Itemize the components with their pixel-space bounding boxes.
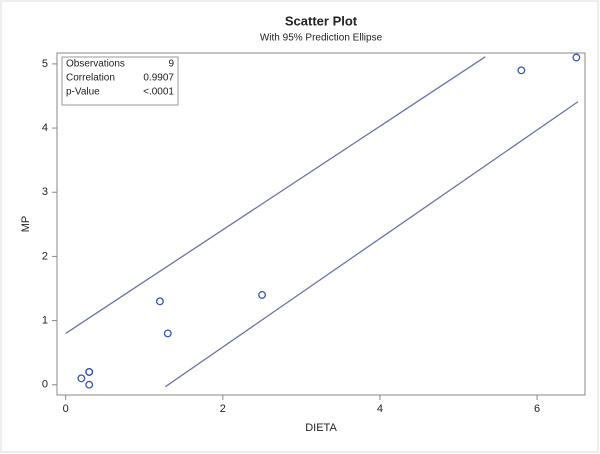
point (517, 66, 526, 75)
point (572, 53, 581, 62)
x-tick-label: 6 (534, 403, 540, 415)
stat-label: p-Value (66, 87, 100, 98)
point (85, 367, 94, 376)
prediction-ellipse (165, 101, 579, 388)
stats-box (61, 56, 179, 106)
prediction-ellipse (65, 56, 486, 334)
point (258, 290, 267, 299)
y-tick-label: 3 (42, 186, 48, 198)
point (85, 380, 94, 389)
stat-label: Correlation (66, 73, 115, 84)
point (163, 329, 172, 338)
stat-label: Observations (66, 59, 125, 70)
point (155, 297, 164, 306)
plot-area (65, 53, 581, 389)
y-tick-label: 5 (42, 58, 48, 70)
y-tick-label: 1 (42, 314, 48, 326)
stat-value: 9 (168, 59, 174, 70)
point (77, 374, 86, 383)
plot-frame (56, 52, 586, 396)
chart-subtitle: With 95% Prediction Ellipse (260, 33, 383, 44)
stat-value: <.0001 (143, 87, 174, 98)
y-axis-label: MP (20, 216, 32, 233)
x-tick-label: 0 (63, 403, 69, 415)
stat-value: 0.9907 (143, 73, 174, 84)
x-axis-label: DIETA (305, 422, 337, 434)
y-tick-label: 2 (42, 250, 48, 262)
y-tick-label: 0 (42, 379, 48, 391)
y-tick-label: 4 (42, 122, 48, 134)
x-tick-label: 2 (220, 403, 226, 415)
x-tick-label: 4 (377, 403, 383, 415)
chart-title: Scatter Plot (285, 13, 358, 28)
